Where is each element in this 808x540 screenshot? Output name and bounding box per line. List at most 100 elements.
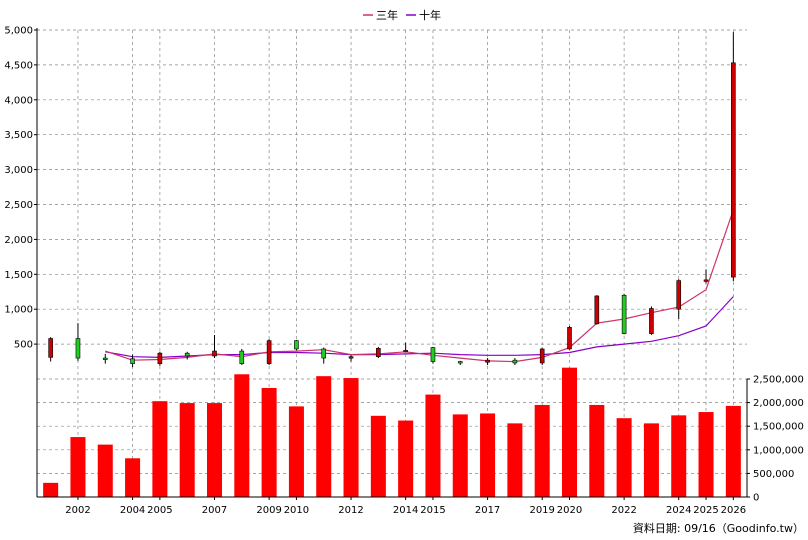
candle-2005 [157,351,163,366]
grid [37,29,747,497]
candle-body-2011 [321,348,327,359]
price-tick-label-4: 2,500 [4,200,33,211]
candle-2021 [594,295,600,325]
candle-body-2010 [294,340,299,350]
volume-bar-2010 [288,406,304,497]
candle-body-2008 [239,350,245,364]
volume-bar-2015 [425,394,441,497]
candle-body-2001 [48,338,53,358]
candle-2010 [294,339,299,351]
volume-bar-2024 [671,415,687,497]
candle-body-2016 [457,361,463,364]
volume-bar-2017 [480,413,496,497]
volume-bar-2014 [398,420,414,497]
candle-2018 [512,358,518,366]
candle-2017 [485,358,490,366]
volume-bar-2019 [534,404,550,497]
volume-bar-2001 [43,482,59,497]
volume-tick-label-0: 0 [753,493,759,504]
volume-bar-2016 [452,414,468,497]
legend: 三年 十年 [363,8,441,22]
volume-axis-ticks: 0 500,000 1,000,000 1,500,000 2,000,000 2,500… [747,375,804,504]
candle-body-2014 [403,350,408,353]
candle-2014 [403,342,408,353]
price-tick-label-0: 500 [14,340,33,351]
x-tick-label-9: 2017 [475,505,500,516]
x-tick-label-10: 2019 [529,505,554,516]
x-tick-label-5: 2010 [284,505,309,516]
candle-2009 [266,339,272,366]
volume-bar-2005 [152,401,168,497]
candle-body-2012 [348,356,354,359]
x-tick-label-1: 2004 [120,505,145,516]
data-date-credit: 資料日期: 09/16（Goodinfo.tw） [633,521,804,535]
volume-bar-2018 [507,423,523,497]
legend-label-ma3: 三年 [376,8,398,22]
x-tick-label-2: 2005 [147,505,172,516]
candle-body-2006 [184,352,190,357]
candle-body-2003 [102,357,108,360]
price-tick-label-5: 3,000 [4,165,33,176]
x-tick-label-8: 2015 [420,505,445,516]
volume-bar-2011 [316,376,332,497]
x-tick-label-6: 2012 [338,505,363,516]
candle-body-2020 [567,327,572,350]
candle-2025 [703,269,709,284]
candle-body-2015 [430,347,436,362]
volume-bar-2002 [70,437,86,497]
x-axis-ticks: 2002 2004 2005 2007 2009 2010 2012 2014 2015 2017… [65,497,746,516]
candle-body-2017 [485,359,490,363]
candle-body-2022 [621,294,627,334]
candle-2026 [731,32,736,282]
candle-2004 [130,354,135,368]
candle-2001 [48,337,53,362]
candle-2016 [457,360,463,366]
volume-bar-2006 [179,403,195,497]
x-tick-label-4: 2009 [256,505,281,516]
candle-2007 [212,335,217,359]
volume-bar-2025 [698,412,714,497]
volume-tick-label-5: 2,500,000 [753,375,804,386]
volume-bar-2003 [97,444,113,497]
x-tick-label-7: 2014 [393,505,418,516]
candle-2013 [376,346,381,359]
x-tick-label-11: 2020 [557,505,582,516]
candle-2012 [348,355,354,362]
volume-bar-2020 [561,367,578,497]
volume-tick-label-1: 500,000 [753,469,794,480]
volume-bar-2008 [234,374,250,497]
volume-bar-2021 [589,404,605,497]
moving-average-lines [105,209,734,363]
candle-2011 [321,347,327,364]
x-tick-label-15: 2026 [721,505,746,516]
candle-2008 [239,348,245,366]
volume-tick-label-2: 1,000,000 [753,445,804,456]
volume-bar-2013 [370,415,386,497]
candle-body-2025 [703,279,709,282]
candle-body-2018 [512,359,518,364]
volume-bar-2007 [206,403,223,497]
volume-bar-2026 [725,405,741,497]
candle-2022 [621,293,627,335]
candle-2020 [567,325,572,350]
candle-body-2009 [266,340,272,364]
price-tick-label-8: 4,500 [4,60,33,71]
volume-bar-2012 [343,378,359,497]
volume-bar-2004 [125,458,141,497]
price-tick-label-7: 4,000 [4,95,33,106]
candle-2002 [75,323,81,361]
ma3-line [105,209,734,363]
candle-2015 [430,346,436,364]
x-tick-label-13: 2024 [666,505,691,516]
volume-bar-2023 [643,423,659,497]
x-tick-label-0: 2002 [65,505,90,516]
candle-2003 [102,353,108,364]
candle-body-2002 [75,338,81,359]
candle-body-2013 [376,347,381,357]
legend-label-ma10: 十年 [419,8,441,22]
candle-body-2019 [539,348,545,364]
candle-body-2024 [676,280,682,310]
price-tick-label-1: 1,000 [4,305,33,316]
price-tick-label-6: 3,500 [4,130,33,141]
